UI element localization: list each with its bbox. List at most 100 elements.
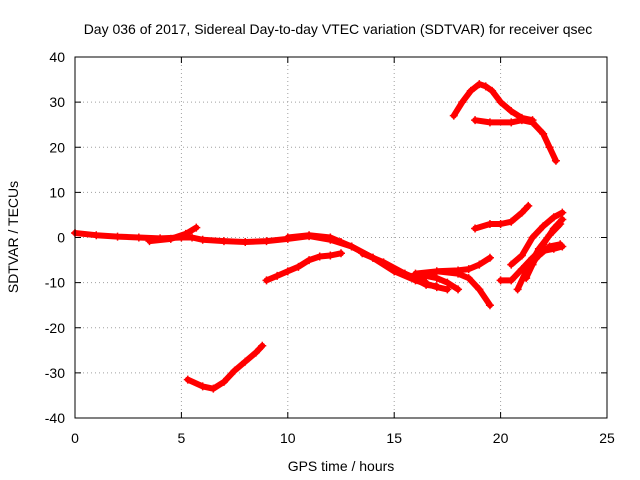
- x-axis-label: GPS time / hours: [288, 458, 395, 474]
- data-point: [432, 274, 441, 283]
- data-point: [432, 282, 441, 291]
- data-point: [507, 118, 516, 127]
- data-point: [230, 366, 239, 375]
- y-axis-label: SDTVAR / TECUs: [5, 181, 21, 293]
- y-tick-label: 40: [49, 49, 65, 65]
- data-point: [251, 348, 260, 357]
- data-point: [181, 229, 190, 238]
- data-point: [528, 118, 537, 127]
- data-point: [539, 240, 548, 249]
- data-point: [454, 266, 463, 275]
- data-point: [411, 269, 420, 278]
- data-point: [458, 98, 467, 107]
- data-point: [262, 237, 271, 246]
- data-point: [545, 242, 554, 251]
- data-point: [496, 98, 505, 107]
- data-point: [513, 285, 522, 294]
- data-point: [258, 341, 267, 350]
- data-point: [551, 156, 560, 165]
- y-tick-label: -40: [45, 410, 65, 426]
- data-point: [113, 232, 122, 241]
- data-point: [449, 111, 458, 120]
- data-point: [305, 256, 314, 265]
- data-point: [134, 233, 143, 242]
- series-points-track-late-5: [526, 240, 565, 269]
- data-point: [432, 267, 441, 276]
- x-tick-label: 15: [386, 430, 402, 446]
- data-point: [337, 238, 345, 247]
- data-point: [358, 249, 367, 258]
- x-tick-label: 0: [71, 430, 79, 446]
- data-point: [464, 274, 473, 283]
- data-point: [549, 213, 558, 222]
- series-points-track-low: [183, 341, 267, 393]
- x-tick-label: 20: [493, 430, 509, 446]
- data-point: [485, 301, 494, 310]
- data-point: [443, 278, 452, 287]
- data-point: [475, 285, 484, 294]
- data-point: [471, 224, 480, 233]
- data-point: [464, 265, 473, 274]
- series-points-track-rise-mid: [471, 201, 533, 233]
- data-point: [545, 143, 554, 152]
- series-points-track-04-06: [145, 223, 201, 246]
- data-point: [558, 215, 567, 224]
- data-point: [315, 252, 324, 261]
- y-tick-label: 20: [49, 139, 65, 155]
- data-point: [326, 233, 335, 242]
- data-point: [507, 217, 516, 226]
- x-tick-label: 10: [280, 430, 296, 446]
- data-point: [475, 260, 484, 269]
- data-point: [400, 269, 409, 278]
- series-points-track-09-12: [262, 249, 345, 285]
- data-point: [526, 260, 535, 269]
- data-point: [496, 276, 505, 285]
- data-point: [326, 251, 335, 260]
- data-point: [92, 231, 101, 240]
- y-tick-label: 0: [57, 230, 65, 246]
- data-point: [283, 267, 292, 276]
- data-point: [188, 233, 197, 242]
- data-point: [219, 237, 228, 246]
- data-point: [422, 280, 431, 289]
- series-line-track-rise-mid: [472, 202, 532, 232]
- data-point: [198, 235, 207, 244]
- data-point: [549, 224, 558, 233]
- data-point: [481, 82, 490, 91]
- series-line-track-top-fall: [472, 117, 559, 164]
- data-point: [422, 271, 431, 280]
- data-point: [466, 86, 475, 95]
- data-point: [485, 118, 494, 127]
- series-points-track-16-19c: [422, 253, 494, 280]
- data-point: [166, 234, 175, 243]
- data-point: [517, 208, 526, 217]
- data-point: [454, 285, 463, 294]
- data-point: [485, 219, 494, 228]
- data-point: [219, 377, 228, 386]
- series-line-track-04-06: [146, 224, 200, 245]
- data-point: [522, 274, 531, 283]
- chart-title: Day 036 of 2017, Sidereal Day-to-day VTE…: [84, 21, 593, 37]
- series-layer: [71, 80, 567, 393]
- data-point: [528, 233, 537, 242]
- y-tick-label: -20: [45, 320, 65, 336]
- series-points-track-13-17: [358, 249, 441, 291]
- data-point: [241, 357, 250, 366]
- y-tick-label: 10: [49, 184, 65, 200]
- data-point: [471, 116, 480, 125]
- data-point: [496, 219, 505, 228]
- data-point: [145, 237, 154, 246]
- y-tick-label: -30: [45, 365, 65, 381]
- data-point: [273, 271, 282, 280]
- data-point: [347, 242, 356, 251]
- x-tick-label: 5: [178, 430, 186, 446]
- y-tick-label: 30: [49, 94, 65, 110]
- data-point: [534, 251, 543, 260]
- data-point: [337, 249, 345, 258]
- data-point: [192, 223, 201, 232]
- data-point: [209, 384, 218, 393]
- data-point: [507, 260, 516, 269]
- series-points-track-late-2: [507, 208, 567, 269]
- data-point: [305, 231, 314, 240]
